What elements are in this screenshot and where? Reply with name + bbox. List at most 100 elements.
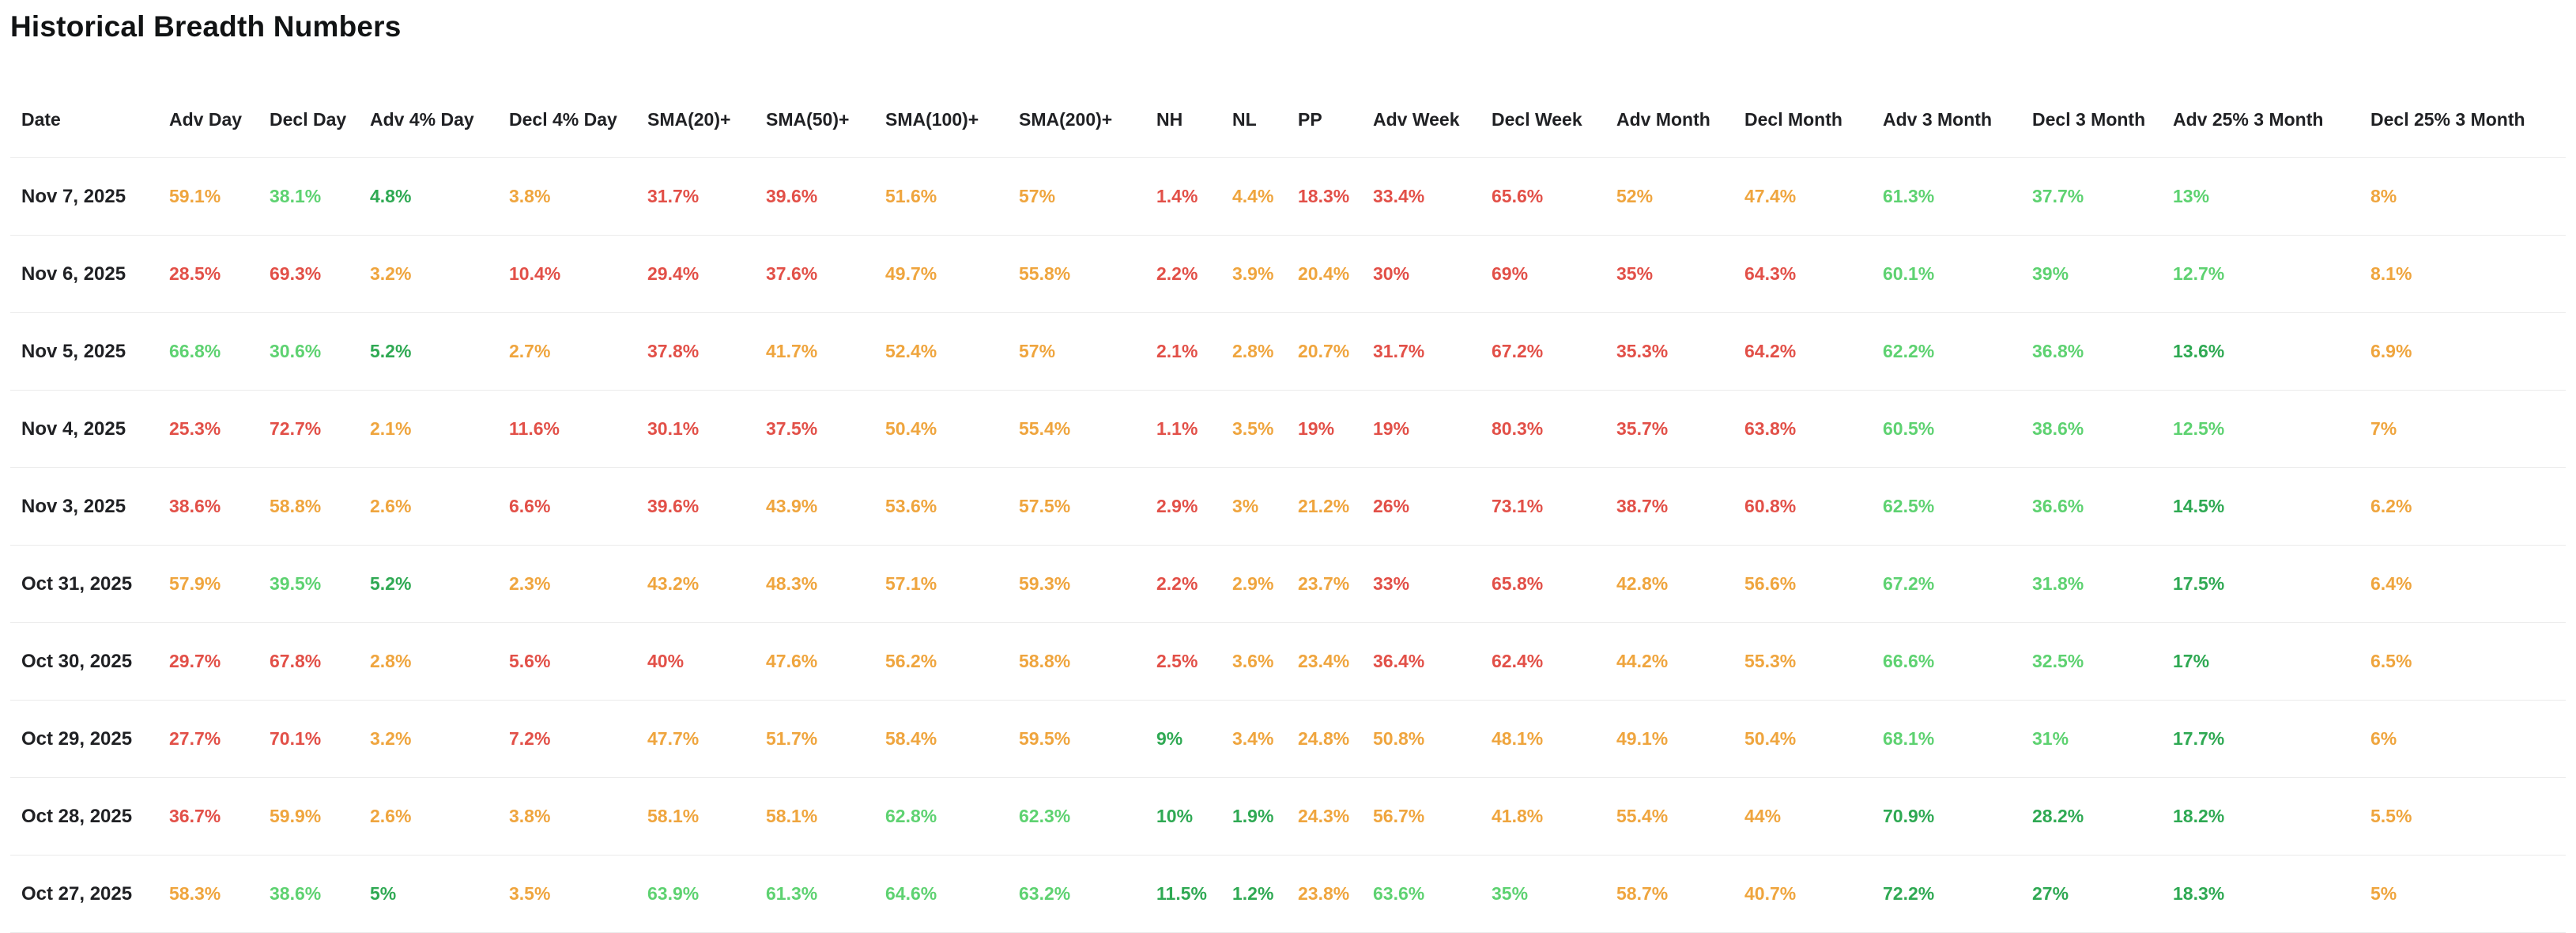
value-cell: 31% bbox=[2032, 700, 2173, 778]
value-cell: 2.3% bbox=[509, 545, 647, 623]
value-cell: 52.4% bbox=[885, 312, 1019, 391]
value-cell: 43.9% bbox=[766, 467, 885, 546]
value-cell: 57.5% bbox=[1019, 467, 1156, 546]
value-cell: 38.7% bbox=[1616, 467, 1744, 546]
value-cell: 29.7% bbox=[169, 622, 270, 701]
column-header-decl-4-day: Decl 4% Day bbox=[509, 82, 647, 158]
value-cell: 28.2% bbox=[2032, 777, 2173, 856]
value-cell: 63.2% bbox=[1019, 855, 1156, 933]
column-header-decl-week: Decl Week bbox=[1492, 82, 1616, 158]
value-cell: 49.7% bbox=[885, 235, 1019, 313]
table-row: Oct 29, 2025 27.7% 70.1% 3.2% 7.2% 47.7% 51.7%… bbox=[10, 700, 2566, 778]
value-cell: 2.9% bbox=[1232, 545, 1298, 623]
value-cell: 64.2% bbox=[1744, 312, 1883, 391]
value-cell: 35.7% bbox=[1616, 390, 1744, 468]
value-cell: 55.8% bbox=[1019, 235, 1156, 313]
column-header-nl: NL bbox=[1232, 82, 1298, 158]
value-cell: 43.2% bbox=[647, 545, 766, 623]
value-cell: 21.2% bbox=[1298, 467, 1373, 546]
value-cell: 36.4% bbox=[1373, 622, 1492, 701]
value-cell: 59.1% bbox=[169, 157, 270, 236]
date-cell: Nov 3, 2025 bbox=[10, 467, 169, 546]
value-cell: 24.8% bbox=[1298, 700, 1373, 778]
value-cell: 6% bbox=[2370, 700, 2566, 778]
value-cell: 62.2% bbox=[1883, 312, 2032, 391]
value-cell: 24.3% bbox=[1298, 777, 1373, 856]
value-cell: 3.4% bbox=[1232, 700, 1298, 778]
value-cell: 55.3% bbox=[1744, 622, 1883, 701]
date-cell: Oct 27, 2025 bbox=[10, 855, 169, 933]
value-cell: 50.4% bbox=[885, 390, 1019, 468]
value-cell: 56.7% bbox=[1373, 777, 1492, 856]
value-cell: 6.6% bbox=[509, 467, 647, 546]
value-cell: 58.3% bbox=[169, 855, 270, 933]
value-cell: 48.1% bbox=[1492, 700, 1616, 778]
value-cell: 9% bbox=[1156, 700, 1232, 778]
value-cell: 69% bbox=[1492, 235, 1616, 313]
value-cell: 2.1% bbox=[1156, 312, 1232, 391]
value-cell: 3.6% bbox=[1232, 622, 1298, 701]
value-cell: 2.8% bbox=[370, 622, 509, 701]
value-cell: 70.9% bbox=[1883, 777, 2032, 856]
value-cell: 62.3% bbox=[1019, 777, 1156, 856]
value-cell: 12.7% bbox=[2173, 235, 2370, 313]
value-cell: 35% bbox=[1616, 235, 1744, 313]
value-cell: 3.5% bbox=[509, 855, 647, 933]
value-cell: 65.8% bbox=[1492, 545, 1616, 623]
value-cell: 2.1% bbox=[370, 390, 509, 468]
value-cell: 20.7% bbox=[1298, 312, 1373, 391]
value-cell: 37.6% bbox=[766, 235, 885, 313]
value-cell: 26% bbox=[1373, 467, 1492, 546]
value-cell: 18.3% bbox=[2173, 855, 2370, 933]
value-cell: 38.6% bbox=[169, 467, 270, 546]
value-cell: 1.1% bbox=[1156, 390, 1232, 468]
table-row: Nov 6, 2025 28.5% 69.3% 3.2% 10.4% 29.4% 37.6%… bbox=[10, 235, 2566, 313]
value-cell: 37.8% bbox=[647, 312, 766, 391]
value-cell: 7.2% bbox=[509, 700, 647, 778]
value-cell: 63.6% bbox=[1373, 855, 1492, 933]
value-cell: 5% bbox=[2370, 855, 2566, 933]
value-cell: 23.8% bbox=[1298, 855, 1373, 933]
value-cell: 44% bbox=[1744, 777, 1883, 856]
value-cell: 63.8% bbox=[1744, 390, 1883, 468]
value-cell: 3.5% bbox=[1232, 390, 1298, 468]
value-cell: 63.9% bbox=[647, 855, 766, 933]
value-cell: 1.4% bbox=[1156, 157, 1232, 236]
value-cell: 18.2% bbox=[2173, 777, 2370, 856]
value-cell: 10.4% bbox=[509, 235, 647, 313]
value-cell: 39% bbox=[2032, 235, 2173, 313]
value-cell: 2.2% bbox=[1156, 545, 1232, 623]
value-cell: 37.7% bbox=[2032, 157, 2173, 236]
value-cell: 1.2% bbox=[1232, 855, 1298, 933]
value-cell: 58.1% bbox=[647, 777, 766, 856]
date-cell: Oct 29, 2025 bbox=[10, 700, 169, 778]
column-header-adv-month: Adv Month bbox=[1616, 82, 1744, 158]
value-cell: 57% bbox=[1019, 157, 1156, 236]
value-cell: 69.3% bbox=[270, 235, 370, 313]
value-cell: 4.8% bbox=[370, 157, 509, 236]
column-header-decl-day: Decl Day bbox=[270, 82, 370, 158]
value-cell: 60.5% bbox=[1883, 390, 2032, 468]
value-cell: 59.5% bbox=[1019, 700, 1156, 778]
value-cell: 2.2% bbox=[1156, 235, 1232, 313]
value-cell: 58.1% bbox=[766, 777, 885, 856]
value-cell: 6.4% bbox=[2370, 545, 2566, 623]
value-cell: 47.6% bbox=[766, 622, 885, 701]
value-cell: 30.1% bbox=[647, 390, 766, 468]
value-cell: 57% bbox=[1019, 312, 1156, 391]
value-cell: 17% bbox=[2173, 622, 2370, 701]
value-cell: 62.4% bbox=[1492, 622, 1616, 701]
value-cell: 50.8% bbox=[1373, 700, 1492, 778]
value-cell: 66.6% bbox=[1883, 622, 2032, 701]
value-cell: 3.8% bbox=[509, 157, 647, 236]
value-cell: 62.8% bbox=[885, 777, 1019, 856]
value-cell: 6.9% bbox=[2370, 312, 2566, 391]
value-cell: 30% bbox=[1373, 235, 1492, 313]
table-row: Nov 7, 2025 59.1% 38.1% 4.8% 3.8% 31.7% 39.6% 5… bbox=[10, 157, 2566, 236]
value-cell: 59.3% bbox=[1019, 545, 1156, 623]
value-cell: 14.5% bbox=[2173, 467, 2370, 546]
value-cell: 41.8% bbox=[1492, 777, 1616, 856]
value-cell: 50.4% bbox=[1744, 700, 1883, 778]
table-row: Oct 27, 2025 58.3% 38.6% 5% 3.5% 63.9% 61.3% 64… bbox=[10, 855, 2566, 933]
value-cell: 44.2% bbox=[1616, 622, 1744, 701]
